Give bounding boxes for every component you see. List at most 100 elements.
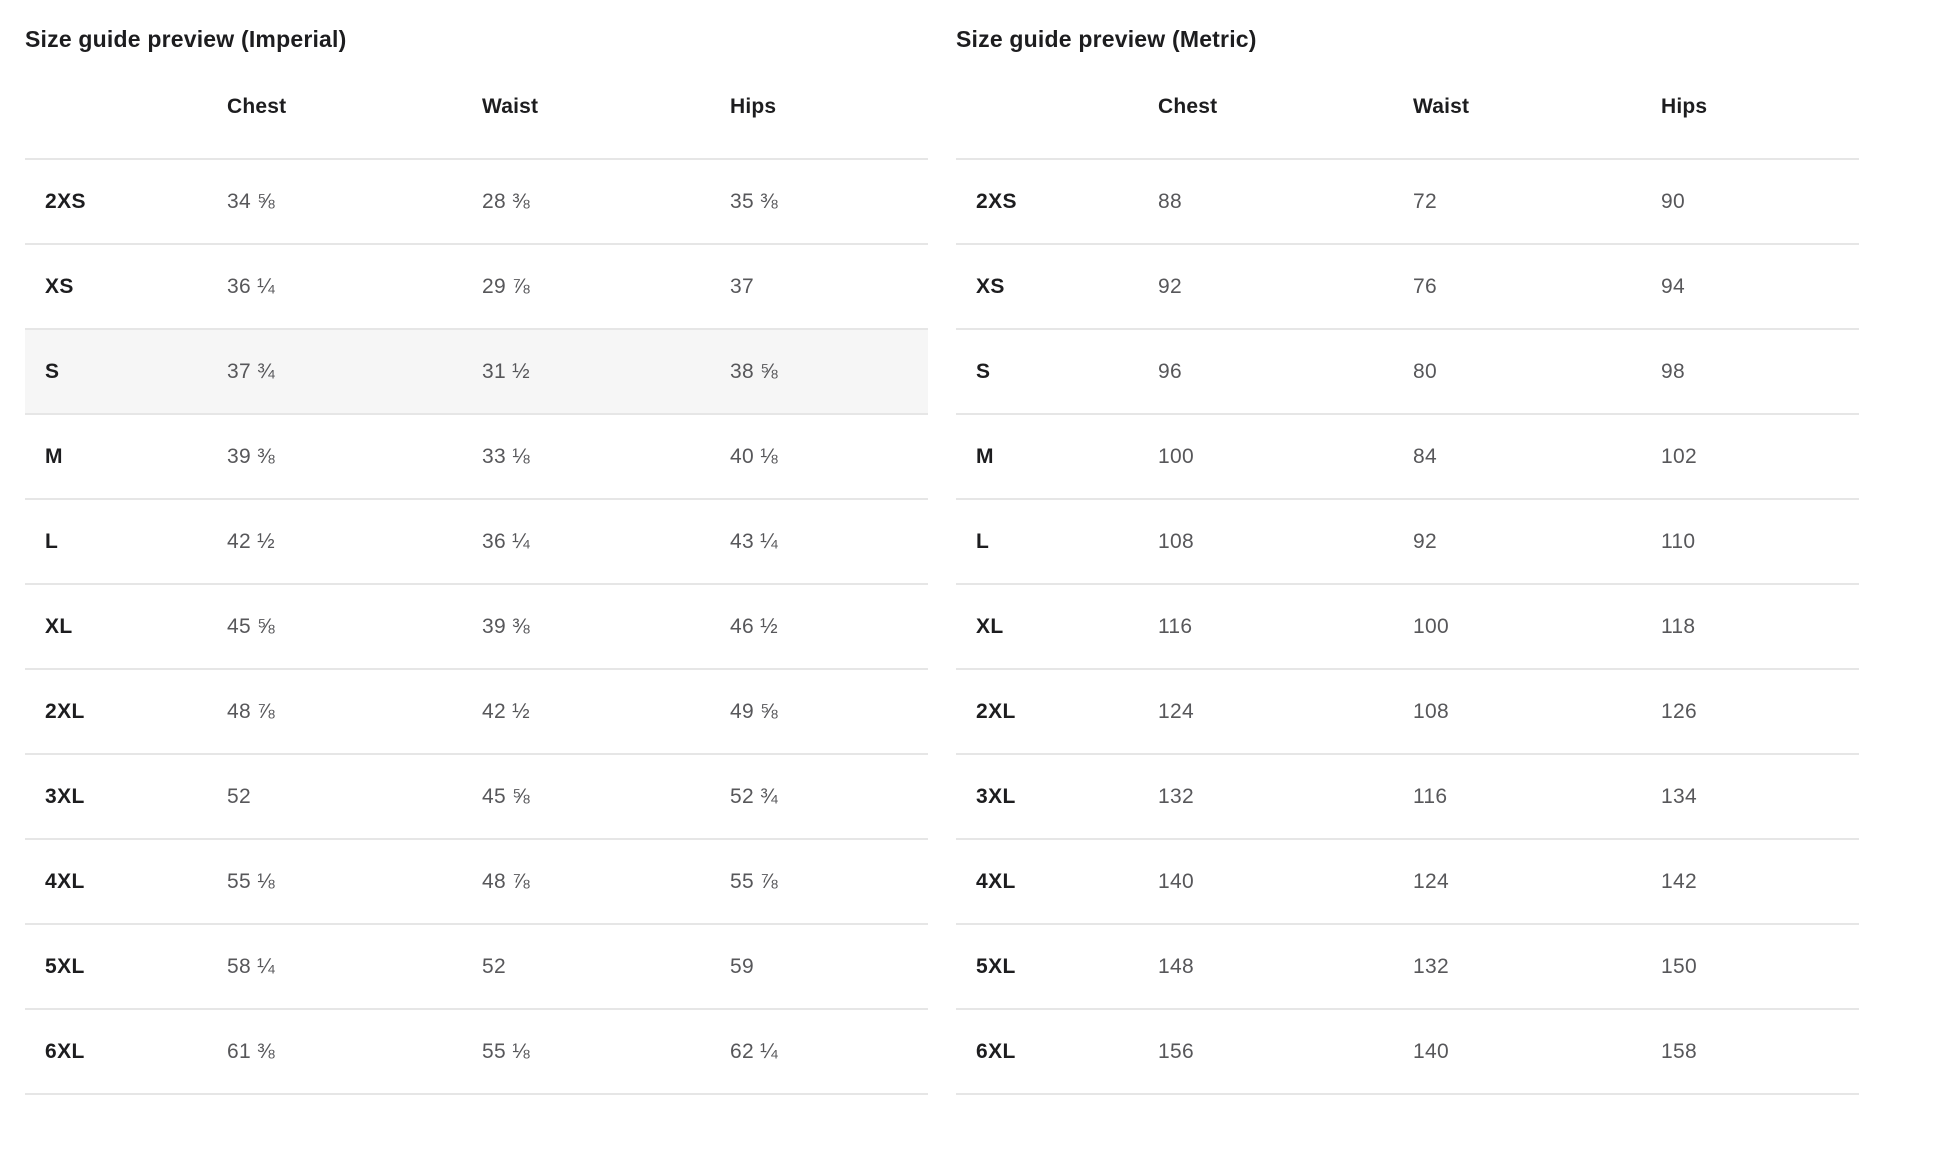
waist-cell: 100 bbox=[1413, 614, 1449, 638]
size-cell: 4XL bbox=[45, 869, 85, 893]
size-cell: 2XS bbox=[45, 189, 86, 213]
size-cell: 4XL bbox=[976, 869, 1016, 893]
hips-cell: 102 bbox=[1661, 444, 1697, 468]
chest-cell: 96 bbox=[1158, 359, 1182, 383]
chest-cell: 132 bbox=[1158, 784, 1194, 808]
chest-cell: 148 bbox=[1158, 954, 1194, 978]
waist-cell: 80 bbox=[1413, 359, 1437, 383]
table-row[interactable]: XL 45 ⅝ 39 ⅜ 46 ½ bbox=[25, 584, 928, 669]
waist-cell: 36 ¼ bbox=[482, 529, 530, 553]
waist-cell: 72 bbox=[1413, 189, 1437, 213]
chest-cell: 36 ¼ bbox=[227, 274, 275, 298]
header-row: Chest Waist Hips bbox=[956, 56, 1859, 159]
table-row[interactable]: 2XS 34 ⅝ 28 ⅜ 35 ⅜ bbox=[25, 159, 928, 244]
header-row: Chest Waist Hips bbox=[25, 56, 928, 159]
chest-cell: 108 bbox=[1158, 529, 1194, 553]
hips-cell: 52 ¾ bbox=[730, 784, 778, 808]
size-cell: M bbox=[976, 444, 994, 468]
table-title-imperial: Size guide preview (Imperial) bbox=[25, 26, 347, 52]
column-header-chest: Chest bbox=[1158, 95, 1218, 118]
table-row[interactable]: XS 92 76 94 bbox=[956, 244, 1859, 329]
waist-cell: 140 bbox=[1413, 1039, 1449, 1063]
chest-cell: 55 ⅛ bbox=[227, 869, 275, 893]
table-row[interactable]: 3XL 52 45 ⅝ 52 ¾ bbox=[25, 754, 928, 839]
waist-cell: 76 bbox=[1413, 274, 1437, 298]
table-row[interactable]: 6XL 156 140 158 bbox=[956, 1009, 1859, 1094]
size-cell: L bbox=[45, 529, 59, 553]
table-row[interactable]: 2XL 48 ⅞ 42 ½ 49 ⅝ bbox=[25, 669, 928, 754]
hips-cell: 49 ⅝ bbox=[730, 699, 778, 723]
hips-cell: 46 ½ bbox=[730, 614, 778, 638]
table-row[interactable]: XS 36 ¼ 29 ⅞ 37 bbox=[25, 244, 928, 329]
chest-cell: 88 bbox=[1158, 189, 1182, 213]
size-cell: 2XL bbox=[976, 699, 1016, 723]
hips-cell: 142 bbox=[1661, 869, 1697, 893]
waist-cell: 29 ⅞ bbox=[482, 274, 530, 298]
chest-cell: 45 ⅝ bbox=[227, 614, 275, 638]
waist-cell: 124 bbox=[1413, 869, 1449, 893]
size-cell: S bbox=[976, 359, 991, 383]
hips-cell: 37 bbox=[730, 274, 754, 298]
hips-cell: 55 ⅞ bbox=[730, 869, 778, 893]
size-cell: XS bbox=[976, 274, 1005, 298]
size-cell: XL bbox=[976, 614, 1004, 638]
chest-cell: 42 ½ bbox=[227, 529, 275, 553]
hips-cell: 59 bbox=[730, 954, 754, 978]
table-row[interactable]: XL 116 100 118 bbox=[956, 584, 1859, 669]
hips-cell: 98 bbox=[1661, 359, 1685, 383]
waist-cell: 108 bbox=[1413, 699, 1449, 723]
waist-cell: 33 ⅛ bbox=[482, 444, 530, 468]
chest-cell: 58 ¼ bbox=[227, 954, 275, 978]
size-cell: 5XL bbox=[45, 954, 85, 978]
column-header-waist: Waist bbox=[482, 95, 539, 118]
chest-cell: 140 bbox=[1158, 869, 1194, 893]
chest-cell: 100 bbox=[1158, 444, 1194, 468]
hips-cell: 94 bbox=[1661, 274, 1685, 298]
table-row[interactable]: L 108 92 110 bbox=[956, 499, 1859, 584]
waist-cell: 39 ⅜ bbox=[482, 614, 530, 638]
chest-cell: 52 bbox=[227, 784, 251, 808]
table-row[interactable]: L 42 ½ 36 ¼ 43 ¼ bbox=[25, 499, 928, 584]
table-row[interactable]: M 39 ⅜ 33 ⅛ 40 ⅛ bbox=[25, 414, 928, 499]
chest-cell: 92 bbox=[1158, 274, 1182, 298]
size-cell: 6XL bbox=[976, 1039, 1016, 1063]
table-row[interactable]: 3XL 132 116 134 bbox=[956, 754, 1859, 839]
chest-cell: 61 ⅜ bbox=[227, 1039, 275, 1063]
waist-cell: 45 ⅝ bbox=[482, 784, 530, 808]
hips-cell: 90 bbox=[1661, 189, 1685, 213]
column-header-size bbox=[956, 56, 1158, 159]
table-row[interactable]: M 100 84 102 bbox=[956, 414, 1859, 499]
size-cell: XL bbox=[45, 614, 73, 638]
table-row[interactable]: 5XL 148 132 150 bbox=[956, 924, 1859, 1009]
size-cell: M bbox=[45, 444, 63, 468]
table-row[interactable]: S 96 80 98 bbox=[956, 329, 1859, 414]
table-row[interactable]: 4XL 55 ⅛ 48 ⅞ 55 ⅞ bbox=[25, 839, 928, 924]
chest-cell: 37 ¾ bbox=[227, 359, 275, 383]
column-header-hips: Hips bbox=[730, 95, 777, 118]
table-row[interactable]: 4XL 140 124 142 bbox=[956, 839, 1859, 924]
waist-cell: 28 ⅜ bbox=[482, 189, 530, 213]
chest-cell: 156 bbox=[1158, 1039, 1194, 1063]
size-table-metric: Chest Waist Hips 2XS 88 72 90 XS 92 76 94 S 96 80 9… bbox=[956, 56, 1859, 1095]
size-cell: S bbox=[45, 359, 60, 383]
waist-cell: 92 bbox=[1413, 529, 1437, 553]
size-cell: 5XL bbox=[976, 954, 1016, 978]
column-header-chest: Chest bbox=[227, 95, 287, 118]
size-cell: 2XS bbox=[976, 189, 1017, 213]
waist-cell: 55 ⅛ bbox=[482, 1039, 530, 1063]
table-row[interactable]: 2XL 124 108 126 bbox=[956, 669, 1859, 754]
table-title-metric: Size guide preview (Metric) bbox=[956, 26, 1257, 52]
size-cell: L bbox=[976, 529, 990, 553]
size-cell: 2XL bbox=[45, 699, 85, 723]
chest-cell: 48 ⅞ bbox=[227, 699, 275, 723]
table-row[interactable]: 6XL 61 ⅜ 55 ⅛ 62 ¼ bbox=[25, 1009, 928, 1094]
size-cell: XS bbox=[45, 274, 74, 298]
table-row[interactable]: 5XL 58 ¼ 52 59 bbox=[25, 924, 928, 1009]
table-row[interactable]: S 37 ¾ 31 ½ 38 ⅝ bbox=[25, 329, 928, 414]
column-header-hips: Hips bbox=[1661, 95, 1708, 118]
table-row[interactable]: 2XS 88 72 90 bbox=[956, 159, 1859, 244]
hips-cell: 38 ⅝ bbox=[730, 359, 778, 383]
waist-cell: 52 bbox=[482, 954, 506, 978]
chest-cell: 34 ⅝ bbox=[227, 189, 275, 213]
